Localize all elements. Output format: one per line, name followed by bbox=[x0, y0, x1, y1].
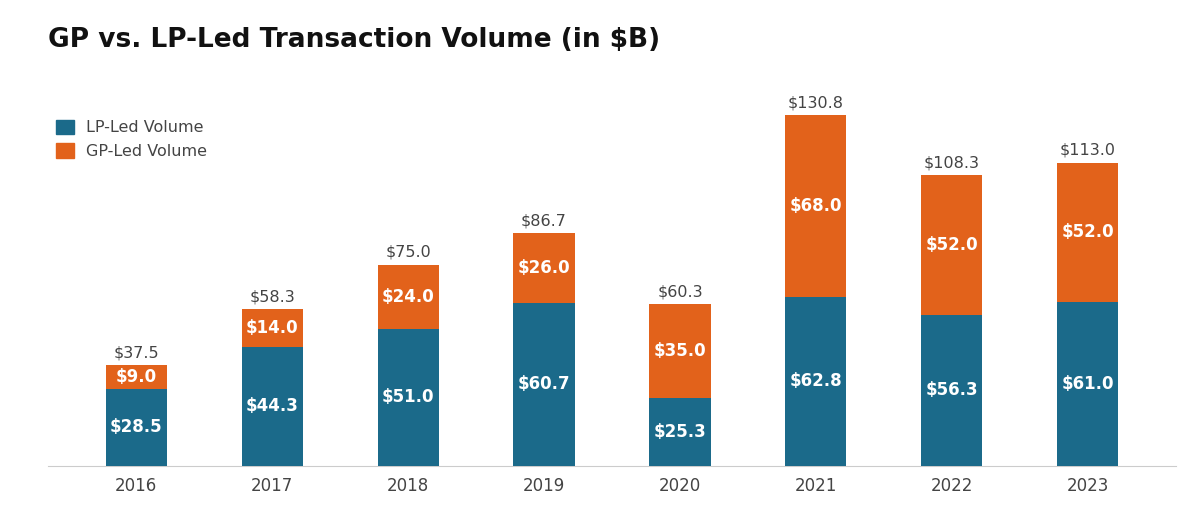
Text: $26.0: $26.0 bbox=[517, 259, 570, 277]
Text: $37.5: $37.5 bbox=[114, 345, 160, 360]
Text: $60.7: $60.7 bbox=[517, 375, 570, 393]
Bar bbox=[649, 304, 710, 398]
Text: GP vs. LP-Led Transaction Volume (in $B): GP vs. LP-Led Transaction Volume (in $B) bbox=[48, 27, 660, 53]
Bar bbox=[922, 175, 983, 315]
Bar bbox=[514, 233, 575, 303]
Bar bbox=[785, 297, 846, 466]
Text: $52.0: $52.0 bbox=[1061, 223, 1114, 241]
Text: $113.0: $113.0 bbox=[1060, 143, 1116, 158]
Text: $25.3: $25.3 bbox=[654, 423, 707, 441]
Bar bbox=[106, 389, 167, 466]
Text: $14.0: $14.0 bbox=[246, 319, 299, 337]
Bar bbox=[785, 115, 846, 297]
Text: $9.0: $9.0 bbox=[115, 368, 157, 386]
Bar bbox=[241, 347, 302, 466]
Bar bbox=[378, 264, 439, 329]
Bar bbox=[649, 398, 710, 466]
Bar bbox=[378, 329, 439, 466]
Legend: LP-Led Volume, GP-Led Volume: LP-Led Volume, GP-Led Volume bbox=[56, 120, 208, 159]
Bar bbox=[106, 365, 167, 389]
Text: $108.3: $108.3 bbox=[924, 156, 979, 170]
Bar bbox=[514, 303, 575, 466]
Text: $51.0: $51.0 bbox=[382, 388, 434, 406]
Text: $68.0: $68.0 bbox=[790, 197, 842, 215]
Bar bbox=[1057, 162, 1118, 302]
Text: $130.8: $130.8 bbox=[788, 95, 844, 110]
Text: $61.0: $61.0 bbox=[1062, 375, 1114, 393]
Bar bbox=[241, 309, 302, 347]
Text: $58.3: $58.3 bbox=[250, 289, 295, 304]
Text: $52.0: $52.0 bbox=[925, 236, 978, 254]
Text: $56.3: $56.3 bbox=[925, 381, 978, 399]
Text: $44.3: $44.3 bbox=[246, 397, 299, 415]
Text: $24.0: $24.0 bbox=[382, 288, 434, 306]
Text: $86.7: $86.7 bbox=[521, 213, 566, 229]
Text: $75.0: $75.0 bbox=[385, 245, 431, 260]
Text: $60.3: $60.3 bbox=[658, 284, 703, 299]
Text: $35.0: $35.0 bbox=[654, 342, 707, 360]
Bar bbox=[1057, 302, 1118, 466]
Text: $62.8: $62.8 bbox=[790, 372, 842, 390]
Bar bbox=[922, 315, 983, 466]
Text: $28.5: $28.5 bbox=[110, 418, 163, 436]
